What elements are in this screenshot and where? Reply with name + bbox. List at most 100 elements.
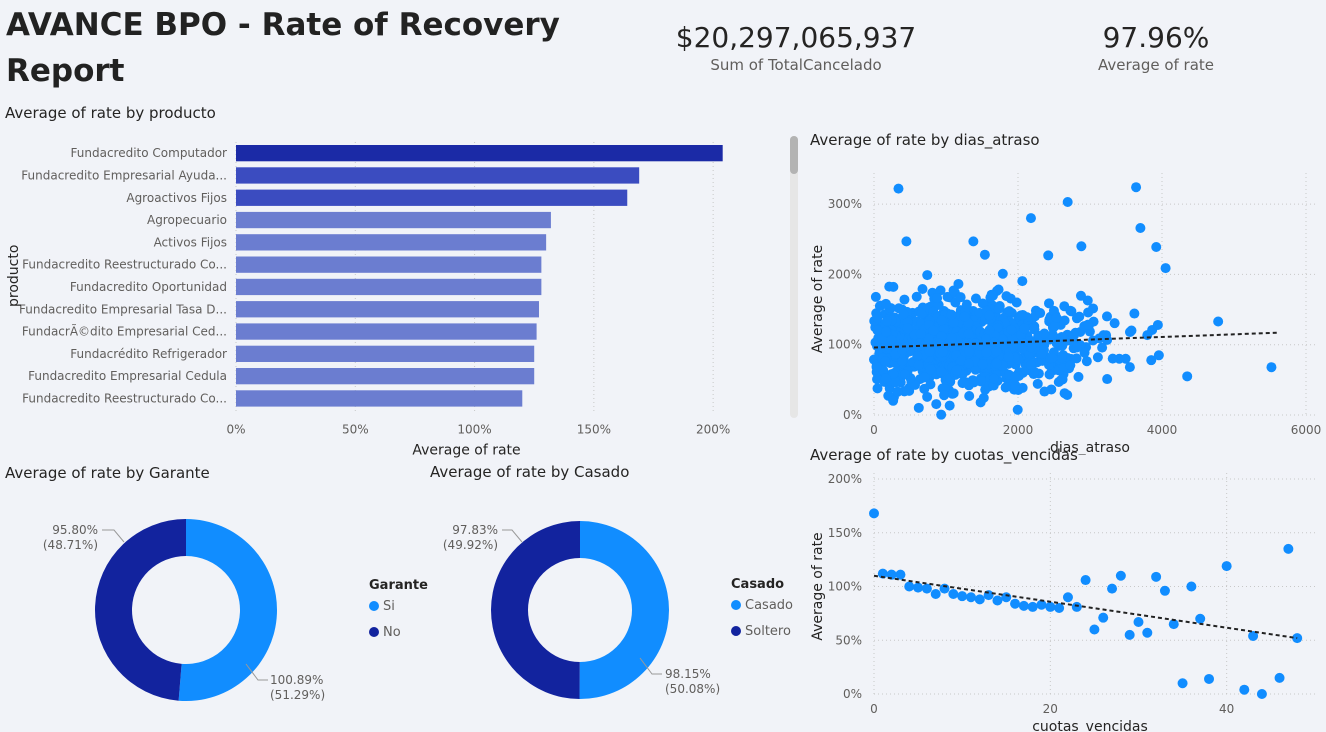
scatter-point[interactable] [917,284,928,295]
scatter-point[interactable] [1109,318,1120,329]
scatter-point[interactable] [1044,369,1055,380]
scatter-point[interactable] [931,399,942,410]
scatter-point[interactable] [1239,684,1250,695]
donut-slice[interactable] [178,519,277,701]
legend-item-no[interactable]: No [369,619,428,645]
scatter-point[interactable] [1146,355,1157,366]
scatter-point[interactable] [1047,352,1058,363]
scatter-point[interactable] [1006,324,1017,335]
scatter-point[interactable] [1153,350,1164,361]
scatter-point[interactable] [937,347,948,358]
scatter-point[interactable] [923,333,934,344]
scatter-point[interactable] [1266,362,1277,373]
scatter-point[interactable] [1007,333,1018,344]
scatter-point[interactable] [884,281,895,292]
scatter-point[interactable] [997,334,1008,345]
scatter-point[interactable] [911,291,922,302]
scatter-point[interactable] [1036,349,1047,360]
scatter-point[interactable] [985,292,996,303]
scatter-point[interactable] [896,356,907,367]
scatter-point[interactable] [1001,291,1012,302]
scatter-point[interactable] [1292,633,1303,644]
donut-chart-casado[interactable]: 98.15%(50.08%) 97.83%(49.92%) [420,490,720,730]
scatter-point[interactable] [1283,543,1294,554]
scatter-point[interactable] [932,293,943,304]
scatter-point[interactable] [1080,575,1091,586]
scatter-point[interactable] [1010,380,1021,391]
scatter-point[interactable] [1097,342,1108,353]
bar[interactable] [236,301,539,318]
scatter-point[interactable] [1062,592,1073,603]
scatter-point[interactable] [936,409,947,420]
scatter-point[interactable] [1107,353,1118,364]
scatter-point[interactable] [1065,305,1076,316]
scatter-point[interactable] [1017,309,1028,320]
scatter-point[interactable] [1065,360,1076,371]
scatter-point[interactable] [1068,330,1079,341]
scatter-point[interactable] [939,383,950,394]
scatter-point[interactable] [1054,603,1065,613]
scatter-point[interactable] [1115,570,1126,581]
scatter-point[interactable] [1120,353,1131,364]
scatter-point[interactable] [1071,353,1082,364]
scatter-point[interactable] [1151,241,1162,252]
scatter-point[interactable] [1101,311,1112,322]
scatter-point[interactable] [951,365,962,376]
scatter-point[interactable] [974,594,985,605]
scatter-point[interactable] [1010,598,1021,609]
scatter-point[interactable] [959,311,970,322]
scatter-chart-dias[interactable]: 0% 100% 200% 300% 0 2000 4000 6000 dias_atraso Av… [800,155,1326,455]
scatter-point[interactable] [898,309,909,320]
scatter-point[interactable] [984,310,995,321]
scatter-point[interactable] [1159,585,1170,596]
scatter-point[interactable] [877,568,888,579]
scatter-point[interactable] [1076,241,1087,252]
scatter-point[interactable] [880,356,891,367]
scatter-point[interactable] [1135,222,1146,233]
scatter-point[interactable] [957,591,968,602]
scatter-point[interactable] [888,368,899,379]
scatter-point[interactable] [1044,298,1055,309]
scatter-point[interactable] [902,323,913,334]
scatter-point[interactable] [981,347,992,358]
scatter-point[interactable] [1168,619,1179,630]
scatter-point[interactable] [919,383,930,394]
scatter-point[interactable] [991,358,1002,369]
scatter-point[interactable] [1004,306,1015,317]
scatter-point[interactable] [968,236,979,247]
scatter-point[interactable] [890,377,901,388]
scatter-point[interactable] [976,375,987,386]
scatter-point[interactable] [886,334,897,345]
scatter-point[interactable] [1152,319,1163,330]
scatter-point[interactable] [930,589,941,600]
scatter-point[interactable] [892,386,903,397]
scatter-point[interactable] [970,293,981,304]
scatter-point[interactable] [915,328,926,339]
scatter-point[interactable] [919,372,930,383]
scatter-point[interactable] [901,236,912,247]
scatter-point[interactable] [1053,376,1064,387]
scatter-point[interactable] [1083,319,1094,330]
scatter-point[interactable] [1059,388,1070,399]
scatter-point[interactable] [978,392,989,403]
scatter-point[interactable] [872,325,883,336]
scatter-point[interactable] [1062,196,1073,207]
donut-chart-garante[interactable]: 100.89%(51.29%) 95.80%(48.71%) [0,490,350,730]
bar[interactable] [236,345,535,362]
bar[interactable] [236,256,542,273]
scatter-point[interactable] [1055,336,1066,347]
scatter-point[interactable] [899,294,910,305]
scatter-point[interactable] [993,303,1004,314]
scatter-point[interactable] [1073,371,1084,382]
scatter-point[interactable] [946,309,957,320]
scatter-point[interactable] [921,583,932,594]
scatter-point[interactable] [981,333,992,344]
scatter-point[interactable] [942,291,953,302]
scrollbar-thumb[interactable] [790,136,798,174]
scatter-point[interactable] [1160,263,1171,274]
scatter-point[interactable] [1182,371,1193,382]
scatter-point[interactable] [1008,341,1019,352]
scatter-point[interactable] [1071,601,1082,612]
scatter-point[interactable] [1036,599,1047,610]
kpi-card-rate[interactable]: 97.96% Average of rate [1050,20,1262,74]
